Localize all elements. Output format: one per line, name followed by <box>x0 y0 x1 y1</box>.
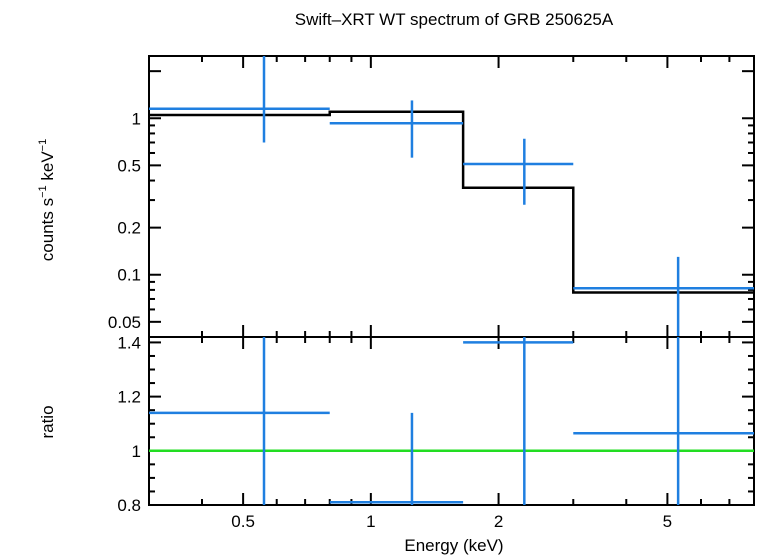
y-tick-label-1: 1 <box>132 442 141 461</box>
y-tick-label-0: 0.05 <box>108 313 141 332</box>
y-tick-label-0: 0.1 <box>117 266 141 285</box>
panel-frame-0 <box>148 55 755 338</box>
x-tick-label: 1 <box>366 512 375 531</box>
x-axis-label: Energy (keV) <box>404 536 503 555</box>
y-tick-label-0: 1 <box>132 109 141 128</box>
model-step-line <box>149 110 754 294</box>
y-tick-label-1: 0.8 <box>117 496 141 515</box>
y-tick-label-1: 1.2 <box>117 388 141 407</box>
top-y-axis-label: counts s−1 keV−1 <box>37 139 57 261</box>
ratio-panel: 1.4 1.2 1 0.8 0.5 1 2 5 <box>117 333 755 531</box>
y-label-mid: keV <box>38 151 57 186</box>
chart-title: Swift–XRT WT spectrum of GRB 250625A <box>295 10 614 29</box>
x-tick-label: 0.5 <box>231 512 255 531</box>
spectrum-panel: 1 0.5 0.2 0.1 0.05 <box>108 55 755 338</box>
y-tick-label-0: 0.2 <box>117 219 141 238</box>
y-tick-label-1: 1.4 <box>117 333 141 352</box>
y-label-base: counts s <box>38 198 57 261</box>
x-tick-label: 2 <box>494 512 503 531</box>
bottom-y-axis-label: ratio <box>38 405 57 438</box>
panel-frame-1 <box>148 336 755 506</box>
x-tick-label: 5 <box>663 512 672 531</box>
y-label-sup-2: −1 <box>37 139 49 152</box>
y-label-sup-1: −1 <box>37 185 49 198</box>
y-tick-label-0: 0.5 <box>117 156 141 175</box>
